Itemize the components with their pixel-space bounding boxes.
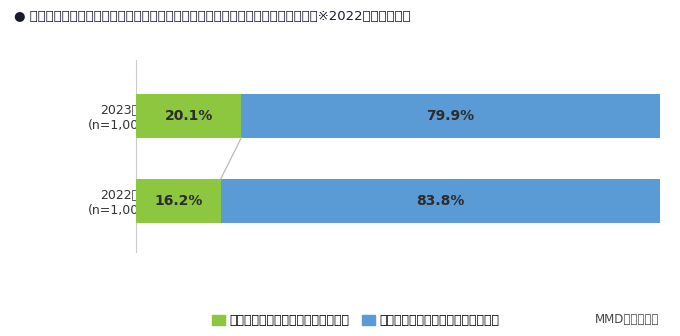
Text: ● 子どもがスマートフォンを所持してからのトラブルに巻き込まれた経験（単数）※2022年からの比較: ● 子どもがスマートフォンを所持してからのトラブルに巻き込まれた経験（単数）※2… [14, 10, 410, 23]
Bar [136, 94, 241, 138]
Bar [136, 179, 221, 223]
Text: 83.8%: 83.8% [416, 194, 464, 208]
Text: 16.2%: 16.2% [154, 194, 203, 208]
Text: 20.1%: 20.1% [165, 109, 213, 123]
Text: 79.9%: 79.9% [426, 109, 475, 123]
Text: MMD研究所調べ: MMD研究所調べ [595, 313, 660, 326]
Bar [221, 179, 660, 223]
Legend: トラブルに巻き込まれたことがある, トラブルに巻き込まれたことはない: トラブルに巻き込まれたことがある, トラブルに巻き込まれたことはない [207, 309, 505, 332]
Bar [241, 94, 660, 138]
